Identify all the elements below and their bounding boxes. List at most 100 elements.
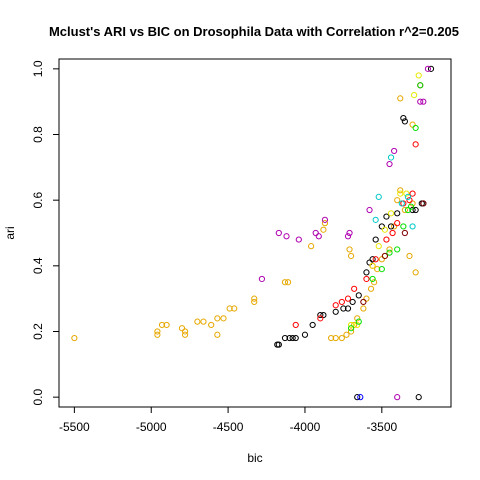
x-tick-label: -5500: [59, 420, 90, 434]
data-point: [401, 229, 408, 237]
data-point: [397, 187, 404, 194]
data-point: [320, 226, 327, 233]
data-point: [366, 259, 373, 266]
data-point: [354, 315, 361, 322]
data-point: [400, 114, 407, 122]
data-point: [394, 394, 401, 401]
data-point: [409, 223, 416, 230]
data-point: [317, 311, 324, 319]
data-point: [369, 275, 376, 283]
data-point: [321, 216, 329, 223]
data-point: [404, 193, 412, 200]
data-point: [354, 394, 361, 401]
data-point: [375, 193, 382, 200]
data-point: [351, 321, 358, 329]
x-tick-label: -3500: [366, 420, 397, 434]
data-point: [357, 394, 364, 401]
data-point: [292, 321, 299, 329]
chart-title: Mclust's ARI vs BIC on Drosophila Data w…: [49, 24, 459, 39]
data-point: [181, 328, 189, 335]
data-point: [397, 95, 404, 102]
data-point: [401, 206, 408, 214]
data-point: [407, 203, 415, 210]
data-point: [355, 318, 362, 325]
data-point: [409, 200, 416, 207]
data-point: [387, 154, 395, 161]
y-tick-label: 0.8: [31, 126, 45, 143]
data-point: [417, 82, 424, 89]
data-point: [394, 210, 401, 217]
data-point: [400, 223, 407, 230]
y-axis-label: ari: [3, 226, 17, 239]
data-point: [391, 147, 398, 155]
data-point: [415, 394, 422, 401]
data-point: [367, 285, 375, 292]
data-point: [220, 315, 227, 322]
y-tick-label: 1.0: [31, 60, 45, 77]
data-point: [281, 334, 289, 342]
data-point: [321, 220, 329, 227]
data-point: [409, 206, 416, 214]
data-point: [371, 279, 378, 286]
data-point: [401, 118, 408, 125]
data-point: [391, 223, 398, 230]
data-point: [363, 269, 370, 276]
data-point: [286, 334, 293, 342]
data-point: [415, 72, 422, 79]
data-point: [372, 236, 379, 243]
data-point: [387, 210, 395, 217]
data-point: [154, 328, 161, 335]
data-point: [381, 226, 388, 233]
y-axis: 0.0 0.2 0.4 0.6 0.8 1.0: [31, 60, 60, 405]
data-point: [412, 206, 419, 214]
data-point: [343, 331, 350, 338]
data-point: [398, 200, 405, 207]
data-point: [200, 318, 207, 325]
data-point: [309, 321, 316, 329]
data-point: [406, 252, 413, 260]
y-tick-label: 0.0: [31, 388, 45, 405]
data-point: [369, 256, 376, 263]
data-point: [406, 197, 413, 204]
data-point: [394, 220, 401, 227]
data-point: [340, 305, 347, 312]
data-point: [320, 311, 327, 319]
data-point: [378, 266, 385, 273]
data-point: [375, 243, 382, 250]
data-point: [403, 190, 410, 197]
data-point: [378, 223, 385, 230]
data-point: [347, 328, 355, 335]
data-point: [409, 190, 416, 197]
data-point: [194, 318, 201, 325]
data-point: [347, 252, 355, 260]
data-point: [338, 334, 345, 342]
data-point: [317, 315, 324, 322]
data-point: [389, 229, 396, 237]
data-point: [347, 325, 355, 332]
data-point: [394, 197, 401, 204]
data-point: [154, 331, 161, 338]
plot-frame: [58, 58, 452, 408]
data-point: [369, 262, 376, 269]
data-point: [251, 298, 258, 306]
data-point: [283, 233, 290, 240]
y-tick-label: 0.6: [31, 192, 45, 209]
data-point: [71, 334, 78, 342]
data-point: [394, 246, 401, 253]
data-point: [301, 331, 309, 338]
data-point: [346, 229, 353, 237]
data-point: [424, 65, 432, 72]
x-axis-label: bic: [247, 451, 262, 465]
data-point: [354, 321, 361, 329]
data-point: [386, 160, 393, 168]
data-point: [363, 295, 370, 302]
data-point: [386, 249, 393, 256]
x-axis: -5500 -5000 -4500 -4000 -3500: [59, 406, 397, 434]
data-point: [275, 229, 282, 237]
data-point: [374, 266, 381, 273]
data-points: [71, 65, 435, 401]
data-point: [332, 334, 339, 342]
data-point: [289, 334, 296, 342]
data-point: [381, 252, 388, 260]
data-point: [412, 141, 419, 148]
